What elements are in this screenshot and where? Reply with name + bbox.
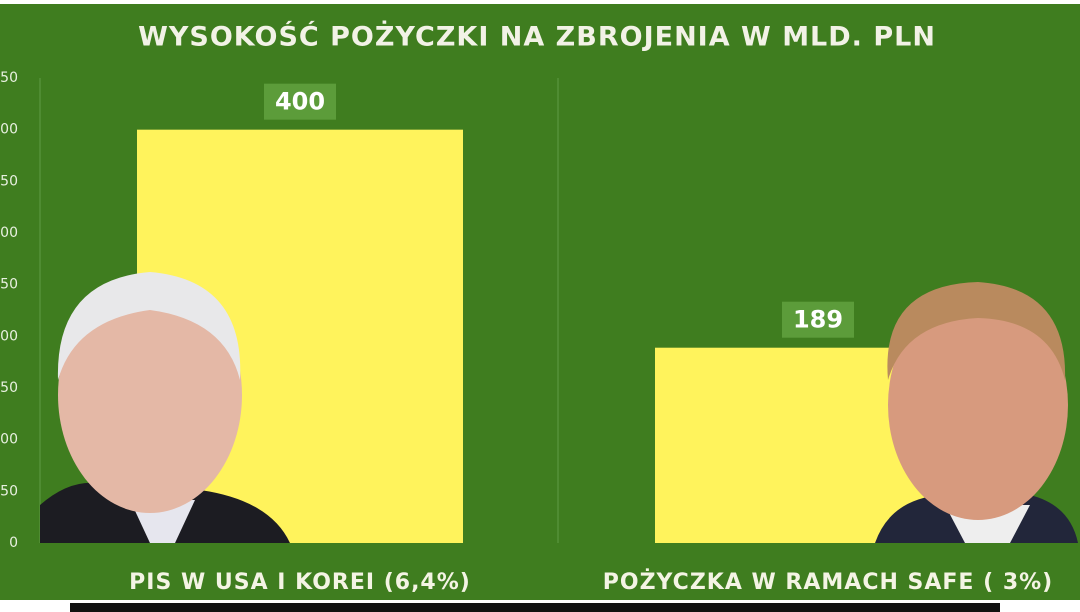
y-tick-label: 300 — [0, 225, 18, 241]
y-tick-label: 100 — [0, 432, 18, 448]
y-tick-label: 150 — [0, 380, 18, 396]
bottom-strip — [70, 603, 1000, 612]
portrait-right — [875, 282, 1078, 543]
x-tick-label: POŻYCZKA W RAMACH SAFE ( 3%) — [603, 569, 1054, 595]
portrait-left — [40, 272, 290, 543]
x-tick-label: PIS W USA I KOREI (6,4%) — [129, 570, 471, 595]
y-tick-label: 350 — [0, 173, 18, 189]
chart-title: WYSOKOŚĆ POŻYCZKI NA ZBROJENIA W MLD. PL… — [138, 21, 936, 53]
y-tick-label: 400 — [0, 122, 18, 138]
y-tick-label: 200 — [0, 328, 18, 344]
y-tick-label: 50 — [0, 483, 18, 499]
y-tick-label: 0 — [9, 535, 18, 551]
y-tick-label: 250 — [0, 277, 18, 293]
value-label: 189 — [793, 306, 843, 334]
labels: 400 189 — [264, 83, 854, 338]
face — [888, 290, 1068, 520]
value-label-box — [264, 83, 336, 120]
face — [58, 277, 242, 513]
value-label: 400 — [275, 88, 325, 116]
hair — [887, 282, 1066, 380]
hair — [57, 272, 241, 380]
value-label-box — [782, 301, 854, 338]
y-tick-label: 450 — [0, 70, 18, 86]
